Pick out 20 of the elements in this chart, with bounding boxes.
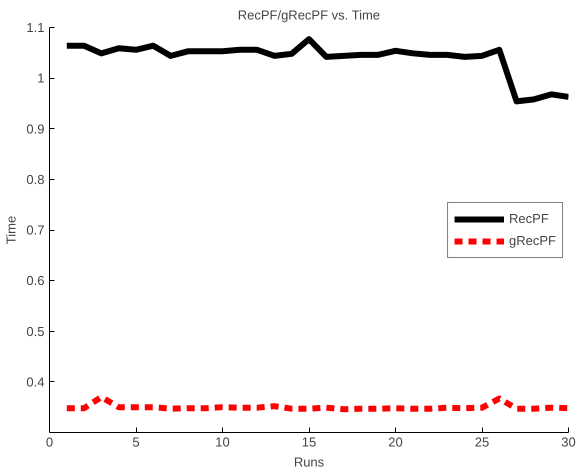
y-tick-label: 0.6 bbox=[26, 273, 45, 288]
y-tick-label: 0.4 bbox=[26, 374, 45, 390]
legend-label: RecPF bbox=[509, 211, 549, 226]
chart-title: RecPF/gRecPF vs. Time bbox=[238, 8, 380, 22]
x-tick-label: 20 bbox=[388, 434, 403, 450]
legend-label: gRecPF bbox=[509, 233, 556, 248]
x-tick-label: 0 bbox=[46, 434, 54, 450]
x-tick-label: 25 bbox=[474, 434, 490, 450]
y-tick-label: 0.7 bbox=[26, 222, 45, 238]
x-tick-label: 5 bbox=[132, 434, 140, 450]
x-axis-title: Runs bbox=[294, 454, 325, 470]
x-tick-label: 30 bbox=[561, 434, 576, 450]
y-tick-label: 1 bbox=[37, 70, 45, 86]
y-tick-label: 0.8 bbox=[26, 172, 45, 187]
y-axis-title: Time bbox=[3, 216, 18, 244]
y-tick-label: 1.1 bbox=[26, 20, 45, 35]
x-tick-label: 10 bbox=[215, 434, 230, 450]
y-tick-label: 0.9 bbox=[26, 121, 45, 136]
y-tick-label: 0.5 bbox=[26, 324, 45, 339]
x-tick-label: 15 bbox=[302, 434, 316, 450]
